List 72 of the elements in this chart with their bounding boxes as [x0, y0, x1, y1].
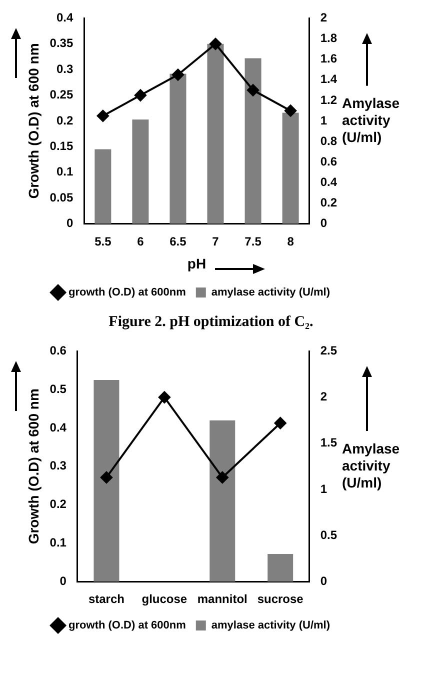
x-tick-label: 5.5	[94, 234, 112, 248]
y2-tick-label: 2	[320, 390, 328, 404]
y2-tick-label: 2	[320, 10, 328, 25]
x-tick-label: mannitol	[197, 592, 248, 606]
point	[96, 110, 109, 122]
y-tick-label: 0.1	[56, 164, 74, 179]
y-tick-label: 0.3	[56, 62, 74, 76]
point	[134, 89, 146, 102]
y-tick-label: 0.15	[50, 139, 74, 154]
y-tick-label: 0.4	[56, 10, 74, 25]
bar	[132, 119, 149, 224]
y-axis-title: Growth (O.D) at 600 nm	[25, 388, 42, 544]
bar	[282, 112, 299, 224]
bar	[268, 554, 294, 582]
y2-tick-label: 2.5	[320, 344, 338, 358]
point	[284, 104, 297, 117]
y2-tick-label: 1.4	[320, 72, 338, 86]
point	[216, 471, 228, 484]
y-tick-label: 0	[60, 574, 67, 588]
y2-tick-label: 1.6	[320, 52, 338, 66]
legend-label: amylase activity (U/ml)	[211, 620, 330, 632]
point	[172, 68, 184, 81]
y2-tick-label: 1	[320, 482, 328, 496]
point	[158, 391, 170, 404]
point	[210, 38, 222, 50]
y-tick-label: 0	[66, 216, 74, 230]
y-tick-label: 0.4	[50, 420, 67, 434]
y2-tick-label: 0.4	[320, 174, 338, 189]
x-tick-label: 7	[212, 234, 220, 248]
legend-label: amylase activity (U/ml)	[211, 286, 330, 299]
y-tick-label: 0.35	[50, 36, 74, 50]
y2-tick-label: 1.2	[320, 92, 338, 107]
y-tick-label: 0.2	[50, 497, 67, 512]
y2-axis-title: Amylase activity (U/ml)	[342, 94, 400, 145]
x-tick-label: glucose	[142, 592, 188, 606]
y-tick-label: 0.2	[56, 113, 74, 128]
bar	[244, 58, 262, 224]
x-axis-title: pH	[187, 255, 206, 272]
x-tick-label: starch	[88, 592, 124, 606]
bar	[207, 44, 224, 224]
legend-label: growth (O.D) at 600nm	[68, 286, 186, 299]
y2-tick-label: 1.5	[320, 436, 338, 450]
y2-axis-title: Amylase activity (U/ml)	[342, 440, 400, 490]
legend-label: growth (O.D) at 600nm	[68, 620, 186, 632]
x-tick-label: 6	[137, 234, 144, 248]
x-tick-label: 7.5	[244, 234, 262, 248]
y-tick-label: 0.1	[50, 536, 67, 550]
y-tick-label: 0.25	[50, 88, 74, 102]
y-tick-label: 0.5	[50, 382, 67, 396]
x-tick-label: sucrose	[257, 592, 304, 606]
bar	[210, 420, 236, 582]
y2-tick-label: 1	[320, 113, 328, 128]
y-tick-label: 0.6	[50, 344, 67, 358]
y2-tick-label: 0.5	[320, 528, 338, 542]
point	[274, 417, 286, 430]
x-tick-label: 6.5	[170, 234, 187, 248]
point	[247, 84, 260, 96]
y-tick-label: 0.3	[50, 458, 67, 473]
y-axis-title: Growth (O.D) at 600 nm	[25, 43, 42, 199]
x-tick-label: 8	[287, 234, 294, 248]
bar	[170, 74, 186, 224]
y2-tick-label: 0.8	[320, 134, 338, 148]
y2-tick-label: 0	[320, 216, 328, 230]
text: Figure 2. pH optimization of C₂.	[108, 314, 314, 331]
bar	[94, 380, 120, 582]
y2-tick-label: 1.8	[320, 31, 338, 46]
point	[100, 471, 112, 484]
y-tick-label: 0.05	[50, 190, 74, 204]
y2-tick-label: 0.6	[320, 154, 338, 168]
y2-tick-label: 0	[320, 574, 328, 588]
y2-tick-label: 0.2	[320, 196, 338, 210]
bar	[94, 149, 112, 224]
